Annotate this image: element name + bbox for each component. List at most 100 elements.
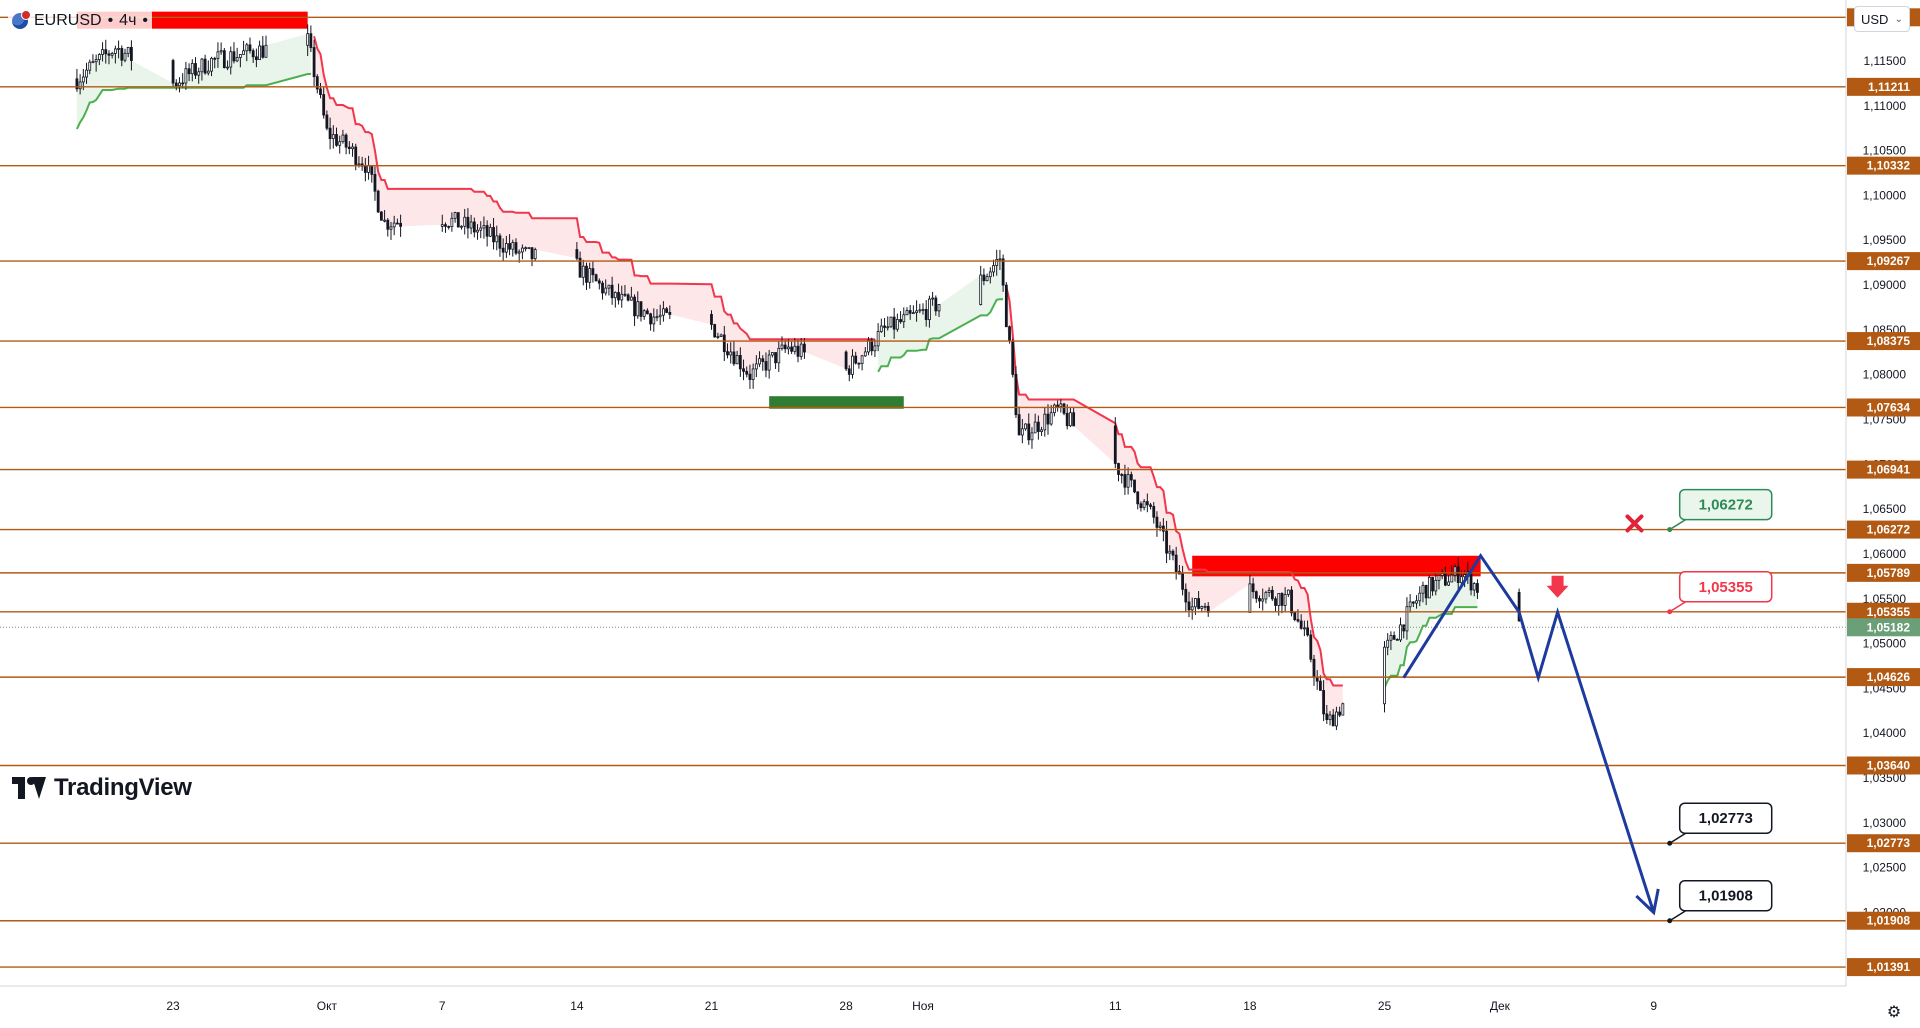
candle-body-down bbox=[1395, 638, 1399, 641]
candle bbox=[726, 343, 729, 359]
candle-body-up bbox=[588, 268, 592, 283]
candle-body-down bbox=[585, 265, 588, 283]
level-price-label: 1,06272 bbox=[1867, 523, 1911, 537]
settings-gear-icon[interactable]: ⚙ bbox=[1886, 1004, 1902, 1021]
level-price-label: 1,09267 bbox=[1867, 254, 1911, 268]
candle-body-down bbox=[514, 242, 518, 254]
candle bbox=[601, 280, 604, 300]
candle bbox=[1386, 633, 1390, 656]
candle-body-down bbox=[790, 346, 794, 352]
candle bbox=[1402, 624, 1406, 639]
interval-label[interactable]: 4ч bbox=[119, 12, 137, 29]
candle-body-down bbox=[610, 284, 614, 299]
candle bbox=[338, 135, 342, 154]
candle bbox=[610, 276, 614, 305]
candle bbox=[857, 362, 861, 369]
candle bbox=[319, 82, 322, 99]
header-separator-trailing: • bbox=[142, 12, 149, 29]
price-tick-label: 1,09500 bbox=[1863, 233, 1907, 247]
candle bbox=[1270, 586, 1274, 601]
callout-label: 1,06272 bbox=[1699, 497, 1753, 514]
candle bbox=[1149, 502, 1152, 510]
candle-body-up bbox=[1418, 592, 1422, 602]
candle bbox=[1145, 493, 1149, 513]
callout-pointer bbox=[1669, 910, 1687, 922]
candle-body-up bbox=[1190, 606, 1194, 611]
candle-body-up bbox=[91, 61, 95, 64]
candle bbox=[1299, 614, 1303, 630]
candle bbox=[754, 355, 758, 378]
candle bbox=[604, 279, 608, 296]
level-price-label: 1,06941 bbox=[1867, 463, 1911, 477]
symbol-header[interactable]: EURUSD • 4ч • bbox=[8, 10, 153, 32]
candle-body-down bbox=[1072, 412, 1076, 427]
candle-body-up bbox=[1267, 589, 1271, 593]
candle-body-up bbox=[392, 222, 396, 228]
candle bbox=[527, 247, 531, 250]
callout-box bbox=[1678, 488, 1773, 521]
candle bbox=[460, 225, 463, 230]
candle-body-up bbox=[1049, 412, 1053, 425]
candle-body-up bbox=[754, 363, 758, 370]
candle bbox=[1283, 587, 1287, 612]
candle-body-up bbox=[1341, 703, 1345, 716]
candle bbox=[982, 268, 986, 286]
candle-body-up bbox=[1453, 566, 1457, 576]
candle bbox=[1427, 575, 1431, 599]
candle bbox=[873, 339, 877, 357]
level-price-tag bbox=[1847, 156, 1920, 175]
candle-body-up bbox=[94, 59, 98, 63]
candle-body-up bbox=[767, 354, 771, 371]
candle-body-down bbox=[1129, 474, 1133, 481]
price-tick-label: 1,05500 bbox=[1863, 592, 1907, 606]
callout-anchor-dot bbox=[1667, 918, 1673, 924]
time-tick-label: 14 bbox=[570, 999, 584, 1013]
candle bbox=[171, 58, 175, 88]
time-tick-label: 21 bbox=[705, 999, 719, 1013]
candle-body-down bbox=[530, 247, 534, 260]
candle bbox=[1389, 631, 1393, 651]
candle bbox=[617, 283, 620, 305]
currency-select[interactable]: USD ⌄ bbox=[1854, 6, 1910, 32]
candle-body-down bbox=[617, 292, 620, 301]
candle bbox=[1312, 654, 1316, 686]
candle-body-up bbox=[863, 351, 867, 357]
candle bbox=[238, 54, 242, 68]
candle bbox=[902, 307, 906, 328]
candle bbox=[210, 56, 213, 77]
candle-body-down bbox=[1171, 550, 1175, 556]
candle bbox=[1261, 588, 1265, 611]
candle-body-up bbox=[1168, 550, 1172, 554]
candle bbox=[713, 323, 717, 338]
candle bbox=[178, 77, 181, 93]
level-price-label: 1,05355 bbox=[1867, 605, 1911, 619]
candle bbox=[796, 339, 800, 363]
candle-body-up bbox=[504, 243, 508, 253]
candle bbox=[668, 305, 672, 320]
candle-body-up bbox=[581, 265, 585, 278]
candle bbox=[485, 220, 489, 247]
supertrend-up-fill bbox=[878, 258, 1004, 372]
candle-body-up bbox=[306, 33, 310, 46]
candle bbox=[264, 35, 268, 58]
tradingview-logo[interactable]: TradingView bbox=[12, 774, 192, 802]
supertrend-down-fill bbox=[1006, 286, 1343, 726]
candle-body-up bbox=[1024, 423, 1027, 430]
candle-body-up bbox=[662, 308, 665, 316]
candle-body-up bbox=[1052, 404, 1056, 414]
candle bbox=[783, 340, 787, 353]
candle-body-up bbox=[716, 336, 720, 338]
price-tick-label: 1,09000 bbox=[1863, 278, 1907, 292]
callout-anchor-dot bbox=[1667, 840, 1673, 846]
candle bbox=[1341, 702, 1345, 716]
candle-body-up bbox=[786, 346, 790, 350]
candle bbox=[213, 56, 217, 69]
candle bbox=[1187, 591, 1191, 618]
candle-body-up bbox=[1158, 525, 1162, 528]
invalidated-cross-icon bbox=[1625, 514, 1644, 533]
candle bbox=[1399, 617, 1402, 643]
candle-body-up bbox=[729, 351, 733, 356]
candle bbox=[924, 300, 928, 327]
